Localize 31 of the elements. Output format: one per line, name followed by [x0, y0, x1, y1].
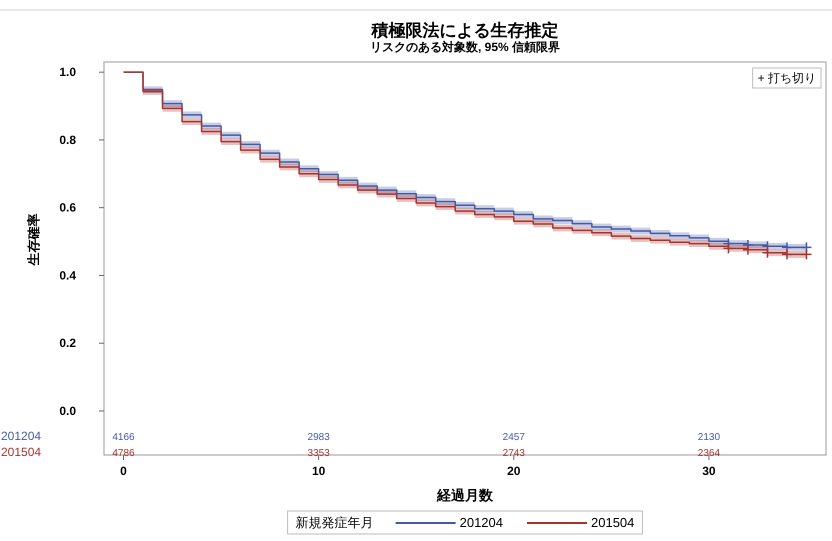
x-tick-label: 20	[507, 464, 521, 478]
chart-subtitle: リスクのある対象数, 95% 信頼限界	[370, 40, 560, 54]
point	[800, 248, 812, 260]
annotation: 2457	[502, 432, 526, 443]
point	[722, 242, 734, 254]
annotation: 2983	[308, 432, 330, 443]
x-axis-title: 経過月数	[436, 487, 494, 503]
x-tick-label: 30	[702, 464, 716, 478]
y-tick-label: 0.2	[59, 336, 76, 350]
legend-label: 201504	[591, 515, 634, 530]
annotation: 2364	[698, 448, 720, 459]
x-tick-label: 10	[312, 464, 326, 478]
text: 201204	[1, 429, 42, 443]
x-tick-label: 0	[120, 464, 128, 478]
y-tick-label: 0.8	[59, 132, 76, 147]
y-tick-label: 1.0	[59, 65, 76, 80]
y-tick-label: 0.4	[59, 268, 76, 282]
annotation: 2130	[698, 432, 720, 443]
chart-title: 積極限法による生存推定	[370, 21, 558, 40]
y-tick-label: 0.0	[59, 404, 76, 418]
point	[781, 248, 793, 260]
annotation: 4166	[112, 432, 136, 443]
legend-title: 新規発症年月	[296, 515, 374, 530]
annotation: 2743	[502, 448, 526, 459]
y-axis-title: 生存確率	[26, 213, 41, 266]
annotation: + 打ち切り	[758, 71, 816, 85]
text: 201504	[1, 445, 42, 459]
legend-label: 201204	[460, 515, 503, 530]
annotation: 4786	[112, 448, 136, 459]
annotation: 3353	[308, 448, 330, 459]
y-tick-label: 0.6	[59, 200, 76, 215]
